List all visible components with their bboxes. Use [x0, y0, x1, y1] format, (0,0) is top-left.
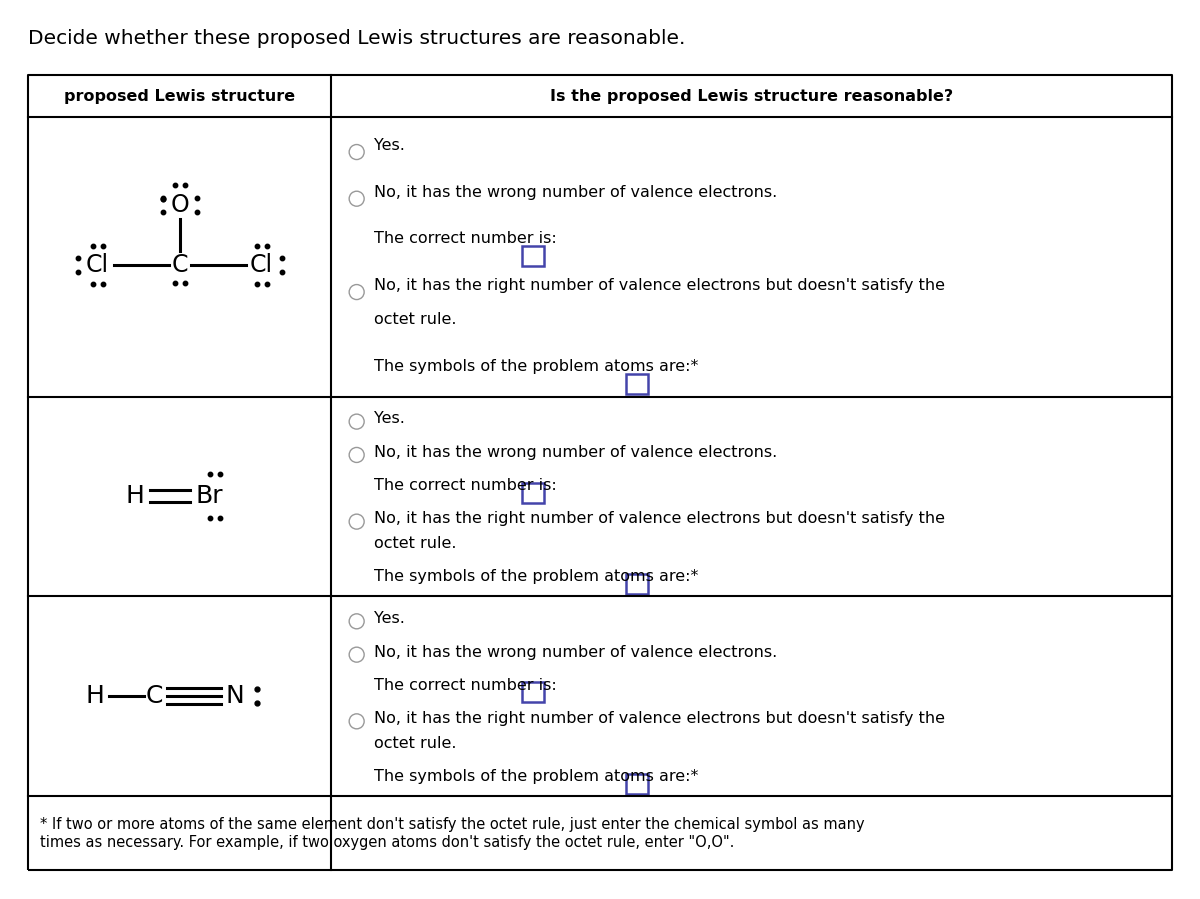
Text: C: C: [172, 253, 188, 277]
Text: The correct number is:: The correct number is:: [374, 678, 557, 693]
Bar: [626, 574, 648, 594]
Bar: [522, 245, 544, 266]
Text: octet rule.: octet rule.: [374, 735, 457, 751]
Text: N: N: [226, 684, 244, 708]
Text: Cl: Cl: [250, 253, 274, 277]
Text: The symbols of the problem atoms are:*: The symbols of the problem atoms are:*: [374, 770, 698, 784]
Text: No, it has the right number of valence electrons but doesn't satisfy the: No, it has the right number of valence e…: [374, 711, 946, 726]
Text: No, it has the right number of valence electrons but doesn't satisfy the: No, it has the right number of valence e…: [374, 512, 946, 527]
Bar: [522, 682, 544, 702]
Text: Cl: Cl: [86, 253, 109, 277]
Bar: [626, 373, 648, 394]
Text: H: H: [125, 485, 144, 509]
Text: The symbols of the problem atoms are:*: The symbols of the problem atoms are:*: [374, 569, 698, 584]
Text: Yes.: Yes.: [374, 611, 406, 627]
Text: Br: Br: [196, 485, 223, 509]
Bar: [626, 774, 648, 794]
Text: proposed Lewis structure: proposed Lewis structure: [64, 88, 295, 103]
Bar: [522, 483, 544, 503]
Text: Is the proposed Lewis structure reasonable?: Is the proposed Lewis structure reasonab…: [550, 88, 953, 103]
Text: times as necessary. For example, if two oxygen atoms don't satisfy the octet rul: times as necessary. For example, if two …: [40, 835, 734, 850]
Text: * If two or more atoms of the same element don't satisfy the octet rule, just en: * If two or more atoms of the same eleme…: [40, 817, 865, 832]
Text: octet rule.: octet rule.: [374, 312, 457, 327]
Text: No, it has the right number of valence electrons but doesn't satisfy the: No, it has the right number of valence e…: [374, 278, 946, 293]
Text: octet rule.: octet rule.: [374, 536, 457, 551]
Text: C: C: [146, 684, 163, 708]
Text: Yes.: Yes.: [374, 412, 406, 426]
Text: H: H: [85, 684, 104, 708]
Text: The correct number is:: The correct number is:: [374, 478, 557, 494]
Text: No, it has the wrong number of valence electrons.: No, it has the wrong number of valence e…: [374, 645, 778, 660]
Text: The correct number is:: The correct number is:: [374, 231, 557, 246]
Text: No, it has the wrong number of valence electrons.: No, it has the wrong number of valence e…: [374, 184, 778, 200]
Text: Decide whether these proposed Lewis structures are reasonable.: Decide whether these proposed Lewis stru…: [28, 29, 685, 48]
Text: Yes.: Yes.: [374, 138, 406, 153]
Text: O: O: [170, 192, 188, 217]
Text: The symbols of the problem atoms are:*: The symbols of the problem atoms are:*: [374, 359, 698, 374]
Text: No, it has the wrong number of valence electrons.: No, it has the wrong number of valence e…: [374, 445, 778, 459]
